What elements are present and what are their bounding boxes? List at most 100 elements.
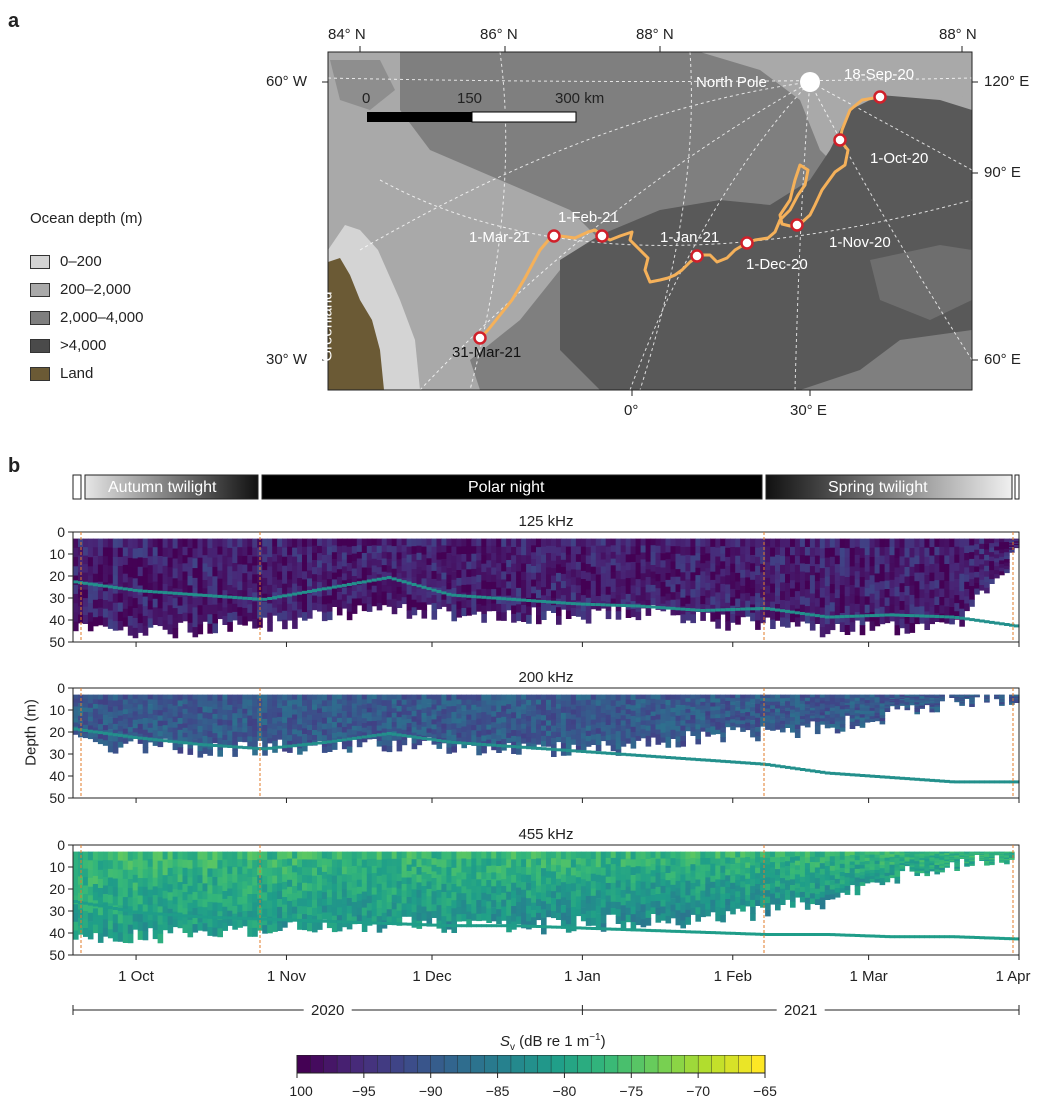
- echogram-cell: [954, 538, 960, 548]
- echogram-cell: [829, 714, 836, 718]
- echogram-cell: [202, 555, 209, 564]
- waypoint-marker: [595, 229, 609, 243]
- echogram-cell: [994, 696, 1000, 698]
- echogram-cell: [735, 590, 741, 599]
- scattering-layer: [645, 754, 652, 758]
- echogram-cell: [610, 565, 617, 573]
- scattering-layer: [715, 608, 721, 612]
- echogram-cell: [924, 701, 930, 704]
- echogram-cell: [292, 906, 298, 914]
- echogram-cell: [331, 538, 338, 546]
- echogram-cell: [302, 571, 308, 580]
- echogram-cell: [944, 555, 950, 565]
- echogram-cell: [122, 915, 129, 925]
- scattering-layer: [670, 606, 677, 610]
- scattering-layer: [326, 919, 333, 923]
- echogram-cell: [416, 574, 423, 582]
- echogram-cell: [391, 583, 398, 592]
- echogram-cell: [929, 564, 935, 573]
- echogram-cell: [187, 742, 194, 749]
- echogram-cell: [456, 728, 462, 734]
- echogram-cell: [974, 695, 980, 696]
- echogram-cell: [635, 713, 642, 718]
- echogram-cell: [889, 696, 896, 699]
- echogram-cell: [745, 701, 751, 706]
- echogram-cell: [575, 717, 582, 724]
- echogram-cell: [381, 882, 388, 891]
- echogram-cell: [521, 718, 527, 725]
- echogram-cell: [496, 746, 502, 753]
- echogram-cell: [844, 548, 851, 559]
- echogram-cell: [182, 694, 189, 700]
- echogram-cell: [650, 720, 657, 725]
- echogram-cell: [869, 705, 876, 709]
- echogram-cell: [376, 595, 383, 604]
- echogram-cell: [232, 554, 238, 564]
- legend-swatch: [30, 366, 50, 381]
- echogram-cell: [695, 582, 701, 591]
- echogram-cell: [615, 700, 622, 708]
- echogram-cell: [526, 699, 532, 706]
- echogram-cell: [565, 749, 572, 756]
- echogram-cell: [297, 694, 303, 701]
- echogram-cell: [780, 717, 786, 722]
- echogram-cell: [137, 921, 144, 932]
- echogram-cell: [954, 700, 960, 702]
- echogram-cell: [431, 709, 438, 715]
- echogram-cell: [620, 592, 627, 600]
- echogram-cell: [640, 711, 647, 717]
- echogram-cell: [919, 547, 925, 556]
- echogram-cell: [147, 538, 154, 548]
- echogram-cell: [720, 723, 726, 729]
- echogram-cell: [984, 694, 990, 696]
- scattering-layer: [954, 616, 960, 619]
- echogram-cell: [655, 538, 662, 547]
- echogram-cell: [476, 596, 482, 605]
- echogram-cell: [252, 694, 258, 701]
- echogram-cell: [341, 587, 348, 595]
- echogram-cell: [516, 712, 522, 719]
- echogram-cell: [222, 538, 228, 548]
- echogram-cell: [411, 576, 418, 585]
- scattering-layer: [501, 597, 507, 601]
- echogram-cell: [914, 564, 920, 573]
- echogram-cell: [859, 567, 866, 578]
- echogram-cell: [247, 579, 253, 589]
- scattering-layer: [660, 606, 667, 610]
- echogram-cell: [122, 924, 129, 934]
- echogram-cell: [302, 612, 308, 621]
- echogram-cell: [615, 578, 622, 588]
- echogram-cell: [874, 715, 881, 719]
- echogram-cell: [83, 928, 89, 937]
- echogram-cell: [78, 724, 84, 729]
- echogram-cell: [635, 603, 642, 612]
- echogram-cell: [386, 746, 393, 753]
- echogram-cell: [829, 575, 836, 585]
- echogram-cell: [177, 735, 184, 742]
- echogram-cell: [356, 591, 363, 599]
- echogram-cell: [137, 613, 144, 624]
- echogram-cell: [172, 716, 179, 723]
- echogram-cell: [894, 596, 901, 607]
- echogram-cell: [157, 915, 164, 925]
- echogram-cell: [73, 694, 79, 699]
- echogram-cell: [799, 722, 806, 726]
- echogram-cell: [317, 538, 323, 547]
- echogram-cell: [864, 579, 871, 589]
- echogram-cell: [580, 562, 587, 572]
- echogram-cell: [700, 701, 706, 706]
- echogram-cell: [207, 731, 213, 738]
- echogram-cell: [630, 700, 637, 706]
- echogram-cell: [625, 578, 632, 587]
- echogram-cell: [272, 584, 278, 593]
- echogram-cell: [386, 717, 393, 724]
- echogram-cell: [73, 603, 79, 613]
- echogram-cell: [1009, 551, 1015, 553]
- scattering-layer: [272, 596, 278, 600]
- scattering-layer: [705, 758, 711, 762]
- echogram-cell: [321, 579, 328, 589]
- echogram-cell: [750, 538, 756, 548]
- echogram-cell: [381, 851, 388, 860]
- echogram-cell: [242, 564, 248, 574]
- echogram-cell: [197, 624, 204, 635]
